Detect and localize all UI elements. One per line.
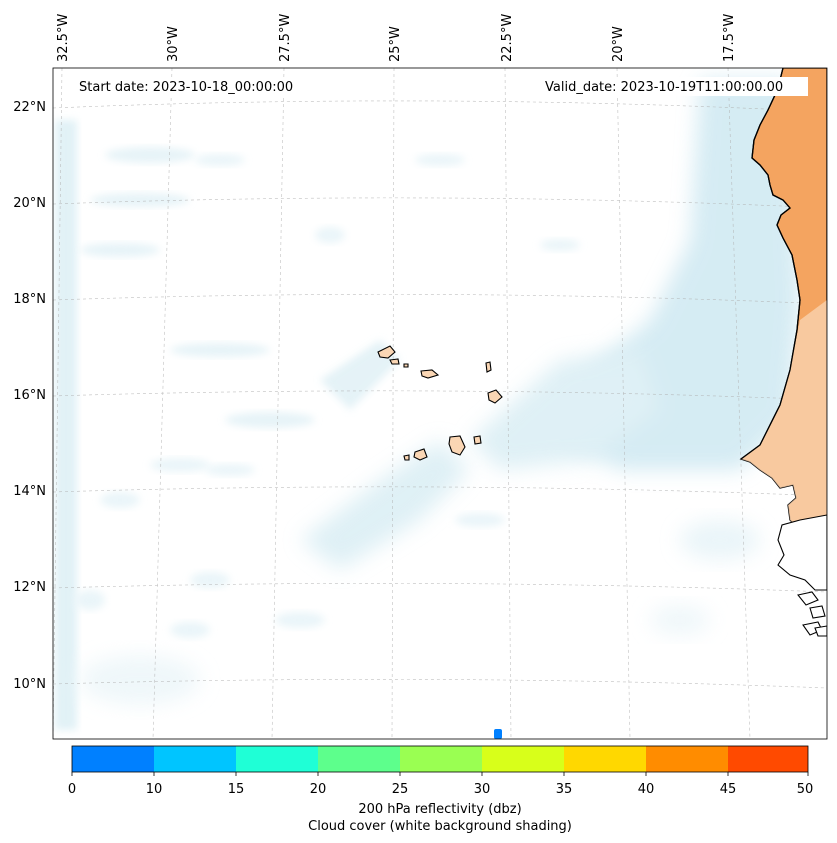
colorbar-segment bbox=[236, 746, 318, 772]
colorbar: 0 10 15 20 25 30 35 40 45 50 200 hPa ref… bbox=[68, 745, 814, 834]
lat-label: 14°N bbox=[13, 484, 46, 499]
colorbar-segment bbox=[72, 746, 154, 772]
colorbar-segment bbox=[564, 746, 646, 772]
lon-label: 25°W bbox=[388, 26, 403, 62]
africa-light-shading bbox=[741, 300, 827, 525]
colorbar-segment bbox=[318, 746, 400, 772]
colorbar-label: 200 hPa reflectivity (dbz) bbox=[358, 802, 521, 817]
longitude-labels: 32.5°W 30°W 27.5°W 25°W 22.5°W 20°W 17.5… bbox=[56, 14, 737, 62]
colorbar-segment bbox=[154, 746, 236, 772]
guinea-coast bbox=[777, 514, 827, 637]
colorbar-tick: 10 bbox=[146, 782, 163, 797]
colorbar-tick: 30 bbox=[474, 782, 491, 797]
lon-label: 22.5°W bbox=[500, 14, 515, 62]
colorbar-tick: 40 bbox=[638, 782, 655, 797]
start-date: Start date: 2023-10-18_00:00:00 bbox=[79, 80, 293, 95]
latitude-labels: 22°N 20°N 18°N 16°N 14°N 12°N 10°N bbox=[13, 100, 46, 692]
map-frame bbox=[52, 67, 828, 740]
colorbar-segment bbox=[646, 746, 728, 772]
lat-label: 20°N bbox=[13, 196, 46, 211]
lon-label: 30°W bbox=[166, 26, 181, 62]
lon-label: 27.5°W bbox=[278, 14, 293, 62]
lat-label: 18°N bbox=[13, 292, 46, 307]
reflectivity-cell bbox=[494, 729, 502, 739]
lon-label: 17.5°W bbox=[722, 14, 737, 62]
colorbar-segment bbox=[482, 746, 564, 772]
lat-label: 16°N bbox=[13, 388, 46, 403]
colorbar-tick: 50 bbox=[797, 782, 814, 797]
colorbar-tick: 45 bbox=[720, 782, 737, 797]
colorbar-tick: 15 bbox=[228, 782, 245, 797]
colorbar-frame bbox=[71, 745, 809, 773]
lon-label: 32.5°W bbox=[56, 14, 71, 62]
colorbar-segment bbox=[728, 746, 808, 772]
cloud-cover-shading bbox=[55, 80, 800, 730]
valid-date-box bbox=[538, 77, 808, 96]
colorbar-sublabel: Cloud cover (white background shading) bbox=[308, 819, 572, 834]
colorbar-tick: 20 bbox=[310, 782, 327, 797]
gridlines bbox=[53, 68, 827, 739]
colorbar-tick: 35 bbox=[556, 782, 573, 797]
lat-label: 22°N bbox=[13, 100, 46, 115]
colorbar-segment bbox=[400, 746, 482, 772]
lat-label: 12°N bbox=[13, 580, 46, 595]
colorbar-tick: 0 bbox=[68, 782, 76, 797]
valid-date: Valid_date: 2023-10-19T11:00:00.00 bbox=[545, 80, 783, 95]
lon-label: 20°W bbox=[611, 26, 626, 62]
senegal-coast bbox=[740, 68, 801, 460]
colorbar-tick: 25 bbox=[392, 782, 409, 797]
lat-label: 10°N bbox=[13, 677, 46, 692]
start-date-box bbox=[72, 77, 310, 96]
cape-verde-islands bbox=[377, 345, 503, 461]
